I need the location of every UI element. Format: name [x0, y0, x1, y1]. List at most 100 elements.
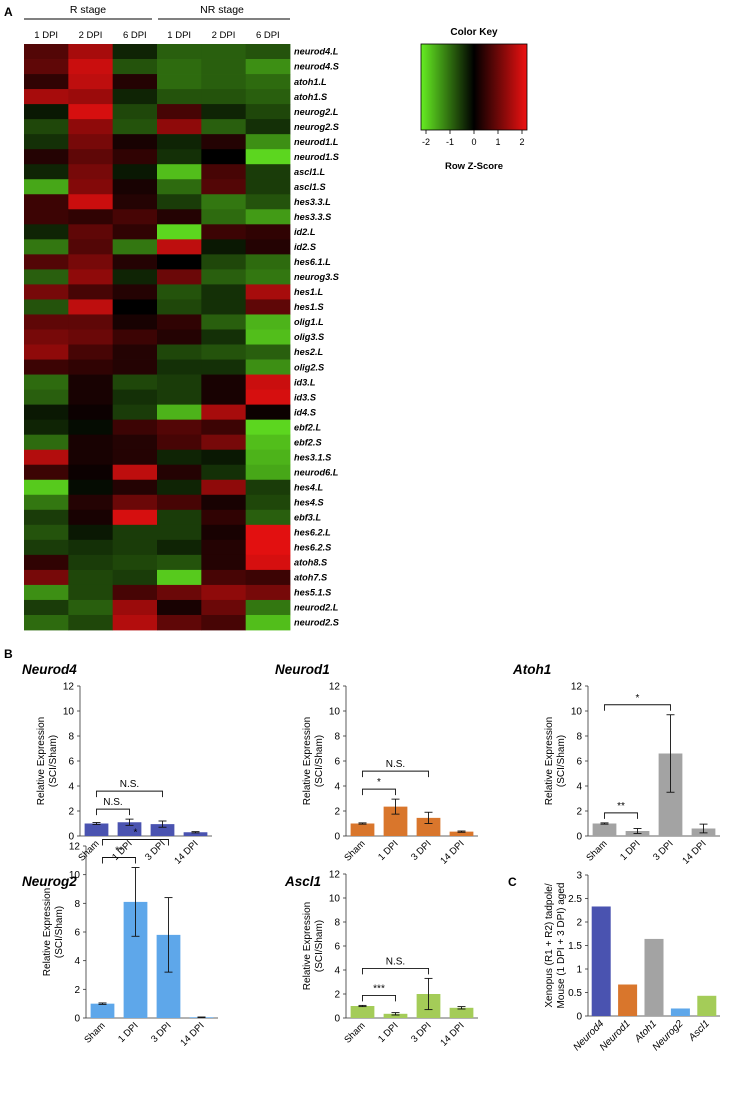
heatmap-cell	[68, 314, 114, 330]
heatmap-row-label: neurog3.S	[294, 272, 340, 282]
heatmap-cell	[112, 344, 158, 360]
heatmap-cell	[68, 494, 114, 511]
heatmap-cell	[201, 314, 247, 330]
heatmap-cell	[201, 179, 247, 195]
heatmap-cell	[112, 209, 158, 225]
heatmap-cell	[24, 104, 69, 120]
heatmap-cell	[68, 209, 114, 225]
heatmap-cell	[157, 569, 202, 586]
heatmap-cell	[157, 119, 202, 135]
y-axis-label: Relative Expression(SCI/Sham)	[302, 902, 325, 990]
y-tick-label: 12	[63, 682, 75, 693]
heatmap-cell	[245, 599, 291, 616]
heatmap-cell	[157, 479, 202, 496]
color-key-xlabel: Row Z-Score	[445, 161, 503, 172]
y-tick-label: 3	[576, 871, 582, 882]
heatmap-cell	[157, 284, 202, 300]
chart-title: Ascl1	[284, 874, 321, 889]
heatmap-cell	[201, 614, 247, 631]
y-tick-label: 2	[334, 990, 340, 1001]
heatmap-cell	[201, 434, 247, 451]
heatmap-cell	[157, 344, 202, 360]
heatmap-column-label: 2 DPI	[212, 30, 236, 41]
heatmap-cell	[245, 554, 291, 571]
heatmap-cell	[112, 569, 158, 586]
heatmap-cell	[201, 104, 247, 120]
heatmap-row-label: neurod2.L	[294, 603, 339, 613]
heatmap-cell	[245, 509, 291, 526]
heatmap-cell	[112, 104, 158, 120]
y-axis-label: Relative Expression(SCI/Sham)	[302, 717, 325, 805]
heatmap-cell	[24, 44, 69, 60]
heatmap-cell	[245, 359, 291, 375]
heatmap-cell	[68, 269, 114, 285]
x-tick-label: Sham	[342, 1020, 367, 1045]
heatmap-cell	[201, 524, 247, 541]
y-tick-label: 10	[571, 707, 583, 718]
heatmap-row-label: id2.L	[294, 227, 316, 237]
y-axis-label: Relative Expression(SCI/Sham)	[36, 717, 59, 805]
bar	[449, 831, 474, 836]
y-tick-label: 12	[571, 682, 583, 693]
heatmap-cell	[112, 314, 158, 330]
heatmap-cell	[24, 494, 69, 511]
heatmap-cell	[245, 299, 291, 315]
significance-bracket	[604, 704, 671, 711]
significance-label: ***	[373, 983, 385, 994]
bar	[670, 1008, 690, 1016]
r-stage-label: R stage	[70, 4, 106, 16]
heatmap-cell	[68, 419, 114, 436]
heatmap-cell	[112, 404, 158, 421]
heatmap-cell	[24, 179, 69, 195]
heatmap-cell	[245, 344, 291, 360]
heatmap-cell	[112, 89, 158, 105]
heatmap-cell	[112, 554, 158, 571]
heatmap-cell	[245, 134, 291, 150]
heatmap-row-label: id3.L	[294, 377, 316, 387]
heatmap-row-label: hes4.L	[294, 482, 323, 492]
heatmap-cell	[24, 224, 69, 240]
heatmap-cell	[245, 149, 291, 165]
heatmap-cell	[201, 239, 247, 255]
heatmap-cell	[68, 479, 114, 496]
heatmap-cell	[112, 479, 158, 496]
y-tick-label: 2	[68, 807, 74, 818]
heatmap-row-label: atoh8.S	[294, 558, 328, 568]
heatmap-cell	[112, 614, 158, 631]
y-tick-label: 0	[576, 832, 582, 843]
y-tick-label: 0	[68, 832, 74, 843]
heatmap-cell	[24, 119, 69, 135]
heatmap-cell	[68, 449, 114, 466]
heatmap-cell	[68, 569, 114, 586]
heatmap-row-label: atoh1.L	[294, 77, 327, 87]
heatmap-cell	[68, 44, 114, 60]
y-tick-label: 0.5	[568, 988, 582, 999]
heatmap-cell	[245, 464, 291, 481]
heatmap-cell	[112, 269, 158, 285]
bar	[117, 822, 142, 836]
heatmap-cell	[245, 59, 291, 75]
y-axis-label: Xenopus (R1 + R2) tadpole/Mouse (1 DPI +…	[544, 883, 567, 1009]
heatmap-cell	[24, 74, 69, 90]
heatmap-cell	[201, 59, 247, 75]
bar-chart-3: Atoh1 0 2 4 6 8 10 12 Relative Expression(SCI/Sh…	[512, 662, 720, 867]
bar-chart-5: Ascl1 0 2 4 6 8 10 12 Relative Expression(SCI/Sh…	[284, 870, 478, 1049]
heatmap-cell	[157, 134, 202, 150]
heatmap-column-label: 1 DPI	[167, 30, 191, 41]
color-key: Color Key -2 -1 0 1 2 Row Z-Score	[420, 27, 528, 172]
heatmap-cell	[201, 344, 247, 360]
heatmap-cell	[24, 299, 69, 315]
heatmap-row-label: atoh7.S	[294, 573, 328, 583]
x-tick-label: Ascl1	[686, 1018, 712, 1044]
heatmap-cell	[201, 224, 247, 240]
bar	[416, 817, 441, 836]
heatmap-row-label: hes4.S	[294, 497, 324, 507]
heatmap-cell	[157, 89, 202, 105]
heatmap-row-label: neurod1.L	[294, 137, 339, 147]
heatmap-cell	[245, 224, 291, 240]
heatmap-cell	[68, 89, 114, 105]
heatmap-cell	[112, 584, 158, 601]
heatmap-row-label: hes1.L	[294, 287, 323, 297]
heatmap-column-headers: 1 DPI 2 DPI 6 DPI 1 DPI 2 DPI 6 DPI	[34, 30, 279, 41]
